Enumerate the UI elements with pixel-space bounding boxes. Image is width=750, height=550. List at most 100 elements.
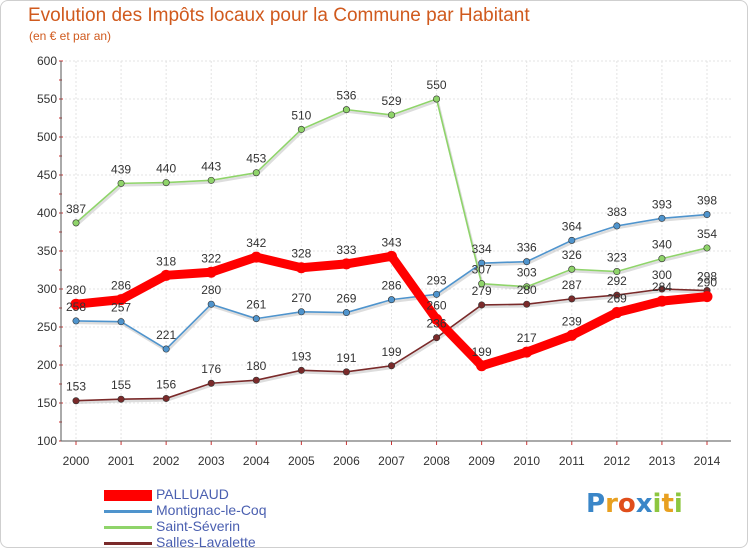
x-tick-label: 2011 [559, 454, 585, 468]
data-label: 280 [201, 283, 221, 297]
data-label: 440 [156, 162, 176, 176]
legend: PALLUAUD Montignac-le-Coq Saint-Séverin Sal… [104, 486, 404, 547]
data-label: 550 [427, 78, 447, 92]
data-point [568, 265, 576, 273]
data-label: 191 [336, 351, 356, 365]
chart-subtitle: (en € et par an) [29, 29, 112, 43]
y-tick-label: 250 [37, 320, 57, 334]
data-label: 334 [472, 242, 492, 256]
data-point [162, 394, 170, 402]
data-label: 269 [607, 292, 627, 306]
y-tick-label: 200 [37, 358, 57, 372]
data-point [658, 214, 666, 222]
data-point [252, 376, 260, 384]
data-label: 261 [246, 298, 266, 312]
legend-swatch [104, 541, 152, 545]
data-label: 333 [336, 243, 356, 257]
legend-swatch [104, 525, 152, 529]
data-point [387, 362, 395, 370]
data-label: 258 [66, 300, 86, 314]
y-tick-label: 150 [37, 396, 57, 410]
data-point [566, 329, 578, 341]
logo-letter: P [586, 489, 606, 519]
data-point [72, 397, 80, 405]
data-label: 510 [291, 108, 311, 122]
logo-letter: i [652, 489, 662, 519]
data-label: 239 [562, 314, 582, 328]
data-label: 257 [111, 301, 131, 315]
data-label: 269 [336, 292, 356, 306]
data-point [72, 219, 80, 227]
x-tick-label: 2000 [63, 454, 90, 468]
legend-item: Montignac-le-Coq [104, 502, 404, 519]
y-tick-label: 450 [37, 168, 57, 182]
x-tick-label: 2004 [243, 454, 270, 468]
data-point [478, 259, 486, 267]
data-point [252, 169, 260, 177]
data-label: 284 [652, 280, 672, 294]
data-point [72, 317, 80, 325]
data-point [117, 318, 125, 326]
data-point [387, 111, 395, 119]
data-labels: 280 286 318 322 342 328 333 343 260 199 217 239 269 2… [66, 78, 717, 394]
series-group [70, 95, 713, 405]
legend-item: Saint-Séverin [104, 518, 404, 535]
data-label: 292 [607, 274, 627, 288]
data-label: 343 [381, 235, 401, 249]
data-label: 326 [562, 248, 582, 262]
data-label: 536 [336, 89, 356, 103]
legend-swatch [104, 489, 152, 501]
data-label: 322 [201, 251, 221, 265]
data-point [568, 236, 576, 244]
data-point [523, 300, 531, 308]
data-point [207, 176, 215, 184]
data-label: 260 [427, 298, 447, 312]
data-point [386, 250, 397, 262]
data-label: 387 [66, 202, 86, 216]
data-point [613, 222, 621, 230]
data-label: 287 [562, 278, 582, 292]
data-point [703, 244, 711, 252]
data-point [207, 379, 215, 387]
x-tick-label: 2006 [333, 454, 360, 468]
x-tick-label: 2005 [288, 454, 315, 468]
data-point [658, 285, 666, 293]
x-tick-label: 2013 [649, 454, 676, 468]
x-tick-label: 2001 [108, 454, 135, 468]
data-label: 336 [517, 241, 537, 255]
data-label: 155 [111, 378, 131, 392]
data-label: 293 [427, 273, 447, 287]
data-label: 199 [472, 345, 492, 359]
data-point [162, 345, 170, 353]
x-tick-label: 2007 [378, 454, 405, 468]
legend-swatch [104, 509, 152, 513]
data-label: 443 [201, 159, 221, 173]
y-tick-label: 100 [37, 434, 57, 448]
logo-letter: t [661, 489, 674, 519]
data-point [295, 262, 307, 274]
data-point [611, 307, 623, 319]
data-point [117, 179, 125, 187]
data-point [476, 360, 488, 372]
data-point [523, 258, 531, 266]
data-point [523, 283, 531, 291]
data-label: 393 [652, 197, 672, 211]
x-tick-label: 2012 [604, 454, 631, 468]
data-label: 280 [517, 283, 537, 297]
y-tick-label: 600 [37, 54, 57, 68]
logo-letter: o [617, 489, 636, 519]
data-label: 193 [291, 349, 311, 363]
data-label: 354 [697, 227, 717, 241]
data-point [433, 95, 441, 103]
data-label: 342 [246, 236, 266, 250]
y-tick-label: 350 [37, 244, 57, 258]
data-point [613, 268, 621, 276]
data-label: 303 [517, 266, 537, 280]
data-label: 340 [652, 238, 672, 252]
data-point [656, 295, 668, 307]
y-tick-label: 500 [37, 130, 57, 144]
proxiti-logo: Proxiti [586, 489, 683, 519]
data-label: 270 [291, 291, 311, 305]
data-point [658, 255, 666, 263]
data-point [342, 106, 350, 114]
